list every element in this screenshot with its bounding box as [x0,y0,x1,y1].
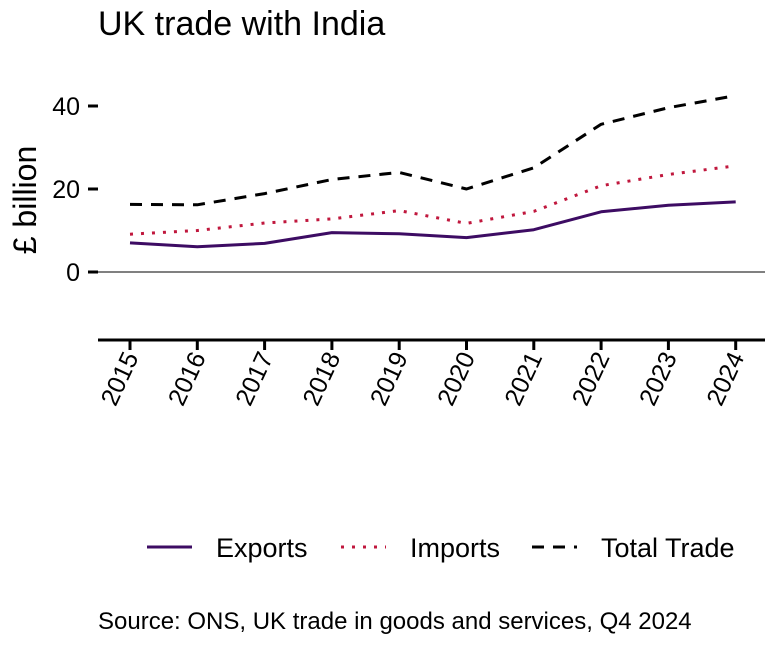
x-tick-label: 2022 [567,348,616,410]
legend-item-imports: Imports [341,533,500,563]
y-tick-label: 0 [66,259,80,287]
x-tick-label: 2020 [432,348,481,410]
x-tick-label: 2016 [163,348,212,410]
y-axis-label: £ billion [7,146,43,255]
y-tick-label: 40 [52,93,80,121]
y-tick-label: 20 [52,176,80,204]
source-caption: Source: ONS, UK trade in goods and servi… [98,608,692,635]
x-tick-label: 2018 [297,348,346,410]
x-tick-label: 2021 [499,348,548,410]
x-tick-label: 2017 [230,348,279,410]
legend-item-exports: Exports [147,533,308,563]
legend: Exports Imports Total Trade [147,533,735,563]
legend-label-imports: Imports [410,533,500,563]
series-line-total-trade [129,94,736,207]
x-tick-label: 2015 [96,348,145,410]
series-line-imports [129,164,736,236]
legend-label-exports: Exports [216,533,308,563]
series-line-exports [129,200,736,249]
legend-label-total-trade: Total Trade [601,533,735,563]
series-layer [129,94,736,249]
chart-title: UK trade with India [98,5,385,43]
legend-item-total-trade: Total Trade [532,533,735,563]
x-tick-label: 2023 [634,348,683,410]
x-axis: 2015 2016 2017 2018 2019 2020 2021 2022 2023 2024 [96,340,750,410]
x-tick-label: 2019 [365,348,414,410]
x-tick-label: 2024 [701,348,750,410]
y-axis: 0 20 40 [52,93,98,287]
